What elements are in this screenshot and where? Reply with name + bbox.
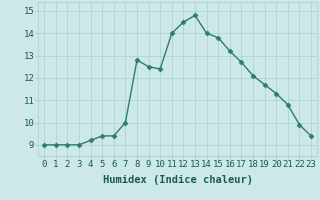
X-axis label: Humidex (Indice chaleur): Humidex (Indice chaleur) <box>103 175 252 185</box>
